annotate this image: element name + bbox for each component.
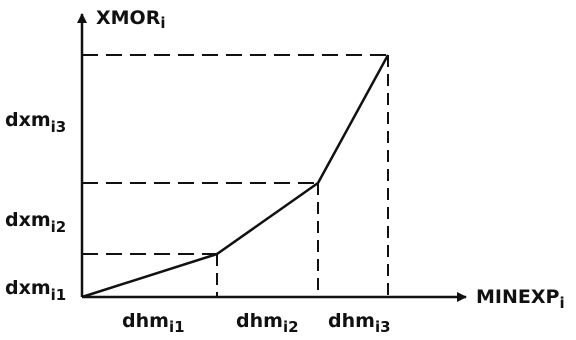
y-segment-label-2-sub: i2 bbox=[51, 218, 67, 236]
y-segment-label-2: dxmi2 bbox=[5, 209, 66, 236]
x-segment-label-3-sub: i3 bbox=[375, 318, 391, 336]
y-axis-label-sub: i bbox=[160, 14, 165, 32]
y-axis-label: XMORi bbox=[96, 7, 166, 32]
x-segment-label-2: dhmi2 bbox=[236, 310, 299, 336]
x-axis-label-sub: i bbox=[559, 294, 564, 312]
x-segment-label-3: dhmi3 bbox=[328, 310, 391, 336]
y-segment-label-1-sub: i1 bbox=[51, 286, 67, 304]
y-segment-label-3-sub: i3 bbox=[51, 118, 67, 136]
x-axis-label: MINEXPi bbox=[476, 286, 565, 312]
x-segment-label-1: dhmi1 bbox=[122, 310, 185, 336]
piecewise-curve bbox=[81, 54, 390, 299]
x-segment-label-2-main: dhm bbox=[236, 310, 283, 332]
y-segment-label-1: dxmi1 bbox=[5, 277, 66, 304]
y-axis-label-main: XMOR bbox=[96, 7, 161, 29]
x-segment-label-1-sub: i1 bbox=[169, 318, 185, 336]
x-segment-label-2-sub: i2 bbox=[283, 318, 299, 336]
x-segment-label-1-main: dhm bbox=[122, 310, 169, 332]
x-axis-label-main: MINEXP bbox=[476, 286, 560, 308]
y-segment-label-1-main: dxm bbox=[5, 277, 51, 299]
y-segment-label-2-main: dxm bbox=[5, 209, 51, 231]
y-segment-label-3-main: dxm bbox=[5, 109, 51, 131]
y-segment-label-3: dxmi3 bbox=[5, 109, 66, 136]
x-segment-label-3-main: dhm bbox=[328, 310, 375, 332]
